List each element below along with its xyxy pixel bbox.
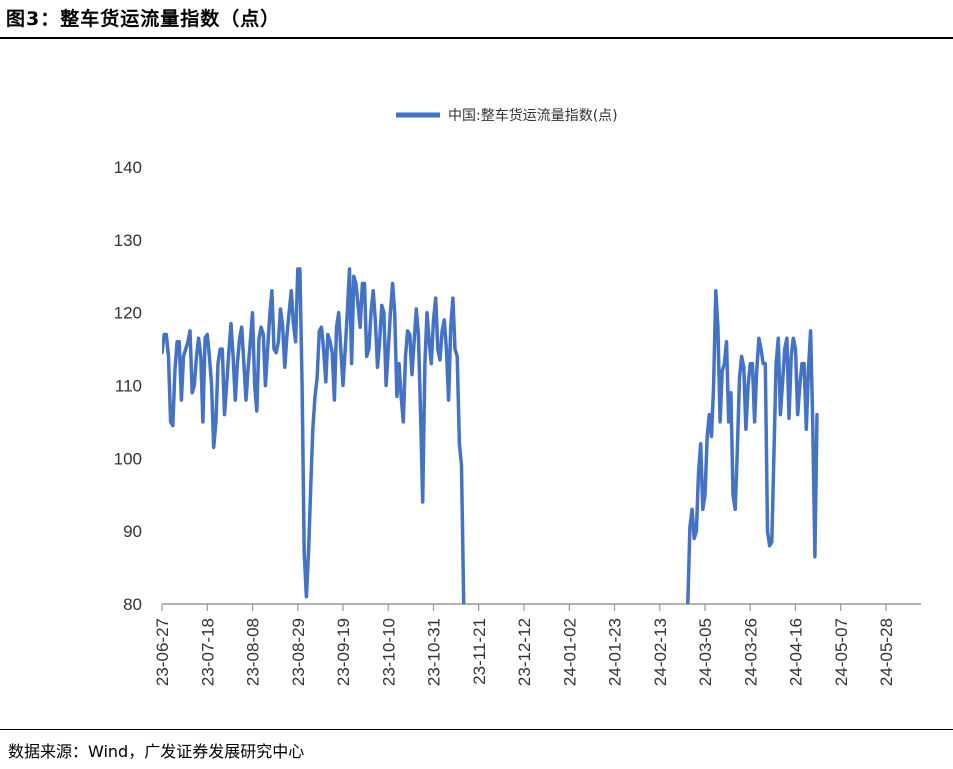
- y-tick-label: 90: [123, 522, 142, 541]
- y-tick-label: 110: [115, 377, 142, 396]
- y-tick-label: 130: [114, 231, 142, 250]
- x-tick-label: 24-03-26: [741, 618, 760, 686]
- x-tick-label: 23-12-12: [515, 618, 534, 686]
- series-layer: [162, 267, 819, 604]
- y-axis: 80 90 100 110 120 130 140: [114, 158, 142, 614]
- x-tick-label: 23-08-29: [289, 618, 308, 686]
- x-tick-label: 23-11-21: [470, 618, 489, 685]
- x-tick-label: 23-09-19: [334, 618, 353, 686]
- x-tick-label: 24-04-16: [787, 618, 806, 686]
- y-tick-label: 140: [114, 158, 142, 177]
- y-tick-label: 80: [123, 595, 142, 614]
- x-tick-label: 23-10-10: [379, 618, 398, 686]
- x-tick-label: 24-01-23: [606, 618, 625, 686]
- source-note: 数据来源：Wind，广发证券发展研究中心: [8, 742, 305, 761]
- x-axis: 23-06-27 23-07-18 23-08-08 23-08-29 23-09-19…: [153, 603, 921, 686]
- legend-label: 中国:整车货运流量指数(点): [448, 107, 618, 124]
- line-chart: 中国:整车货运流量指数(点) 80 90 100 110 120 130 140 23-06…: [114, 107, 921, 686]
- x-tick-label: 24-01-02: [560, 618, 579, 686]
- x-tick-label: 23-06-27: [153, 618, 172, 686]
- x-tick-label: 24-03-05: [696, 618, 715, 686]
- source-rule: [0, 729, 953, 730]
- x-tick-label: 23-08-08: [244, 618, 263, 686]
- title-rule: [0, 37, 953, 39]
- y-tick-label: 120: [114, 304, 142, 323]
- x-tick-label: 24-05-07: [832, 618, 851, 686]
- legend: 中国:整车货运流量指数(点): [396, 107, 618, 124]
- x-tick-label: 23-07-18: [198, 618, 217, 686]
- x-tick-label: 24-02-13: [651, 618, 670, 686]
- figure-title: 图3：整车货运流量指数（点）: [6, 8, 281, 30]
- x-tick-label: 24-05-28: [877, 618, 896, 686]
- x-tick-label: 23-10-31: [425, 618, 444, 686]
- series-line-0: [162, 267, 466, 604]
- y-tick-label: 100: [114, 449, 142, 468]
- series-line-1: [686, 289, 819, 604]
